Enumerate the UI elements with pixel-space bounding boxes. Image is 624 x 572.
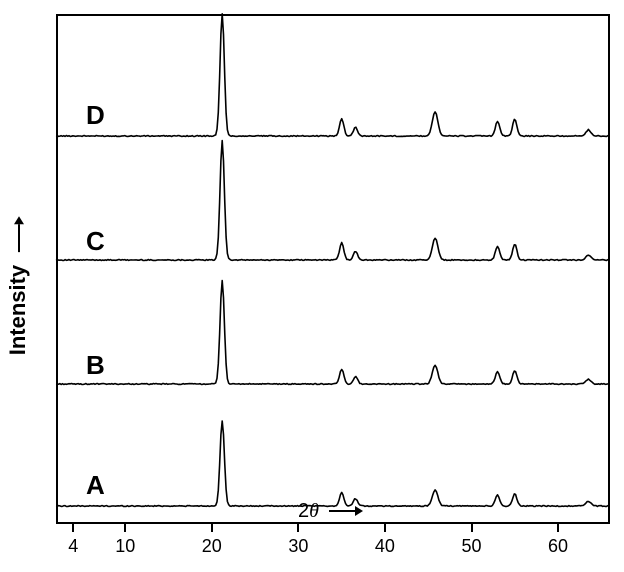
xrd-trace-a [0,0,624,572]
xrd-figure: Intensity 2θ 4102030405060DCBA [0,0,624,572]
